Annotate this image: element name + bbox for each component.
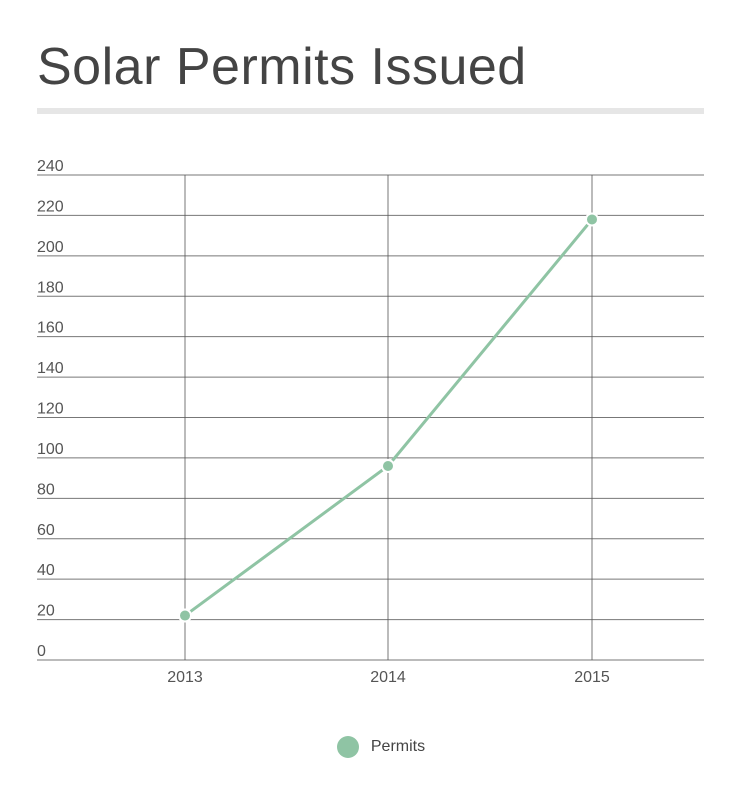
data-point-2013 [178, 608, 192, 623]
x-tick-label-2015: 2015 [574, 669, 610, 686]
legend-label-permits: Permits [370, 738, 426, 755]
y-tick-label-180: 180 [37, 279, 64, 296]
x-tick-label-2013: 2013 [167, 669, 203, 686]
legend-swatch-permits [336, 736, 359, 758]
data-point-2014 [381, 459, 395, 473]
title-divider [37, 108, 704, 114]
y-tick-label-100: 100 [37, 441, 64, 458]
y-tick-label-40: 40 [37, 562, 55, 579]
y-tick-label-160: 160 [37, 320, 64, 337]
y-tick-label-80: 80 [37, 481, 55, 498]
y-tick-label-220: 220 [37, 198, 64, 215]
y-tick-label-60: 60 [37, 522, 55, 539]
y-tick-label-120: 120 [37, 401, 64, 418]
line-chart: 0 20 40 60 80 100 120 140 160 180 200 220 240 2013 201… [37, 158, 704, 686]
y-tick-label-240: 240 [37, 158, 64, 175]
legend: Permits [0, 734, 740, 760]
y-tick-label-0: 0 [37, 643, 46, 660]
x-tick-label-2014: 2014 [370, 669, 406, 686]
y-tick-label-140: 140 [37, 360, 64, 377]
y-tick-label-200: 200 [37, 239, 64, 256]
data-point-2015 [585, 212, 599, 227]
y-tick-label-20: 20 [37, 603, 55, 620]
chart-title: Solar Permits Issued [37, 38, 527, 96]
